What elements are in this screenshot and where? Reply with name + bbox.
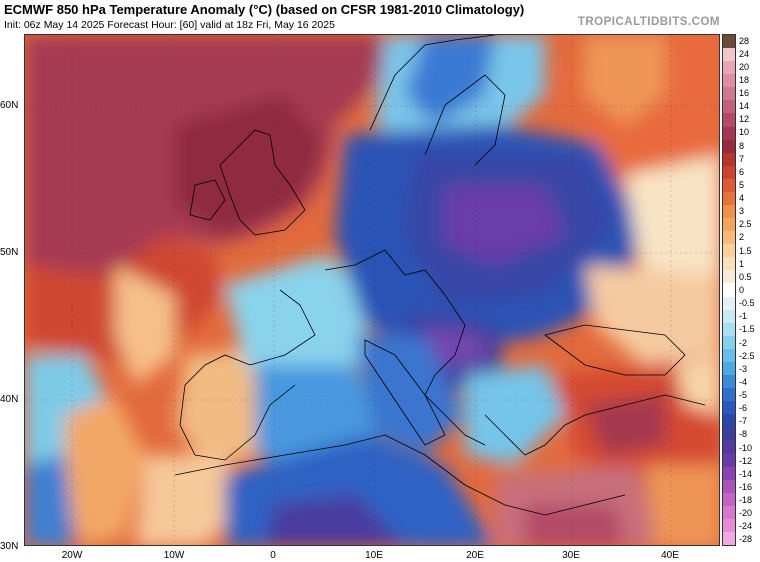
colorbar-swatch [723, 126, 735, 140]
brand-watermark[interactable]: TROPICALTIDBITS.COM [577, 16, 720, 28]
colorbar-swatch [723, 531, 735, 546]
colorbar-label: -18 [739, 495, 753, 506]
colorbar-swatch [723, 61, 735, 75]
colorbar-swatch [723, 322, 735, 336]
colorbar-label: 0.5 [739, 271, 752, 282]
lon-label-10w: 10W [163, 550, 185, 561]
lon-label-10e: 10E [365, 550, 383, 561]
colorbar-label: 7 [739, 153, 745, 164]
colorbar-swatch [723, 257, 735, 271]
colorbar-label: -7 [739, 416, 748, 427]
colorbar-swatch [723, 205, 735, 219]
lon-label-20e: 20E [466, 550, 484, 561]
colorbar-swatch [723, 453, 735, 467]
map-subtitle: Init: 06z May 14 2025 Forecast Hour: [60… [4, 19, 335, 31]
colorbar-label: -1.5 [739, 324, 755, 335]
colorbar-label: 10 [739, 127, 750, 138]
colorbar-swatch [723, 479, 735, 493]
colorbar-label: -12 [739, 455, 753, 466]
colorbar-label: -16 [739, 481, 753, 492]
colorbar-label: -5 [739, 390, 748, 401]
colorbar-swatch [723, 244, 735, 258]
colorbar-label: 18 [739, 74, 750, 85]
colorbar-swatch [723, 191, 735, 206]
anomaly-field [25, 35, 719, 545]
colorbar-swatch [723, 505, 735, 519]
colorbar-swatch [723, 270, 735, 284]
lat-label-60n: 60N [0, 100, 19, 111]
colorbar-label: -8 [739, 429, 748, 440]
colorbar-swatch [723, 335, 735, 349]
colorbar-swatch [723, 74, 735, 88]
colorbar-label: 3 [739, 206, 745, 217]
colorbar-label: -2 [739, 337, 748, 348]
colorbar-label: 12 [739, 114, 750, 125]
lat-label-40n: 40N [0, 394, 19, 405]
colorbar-swatch [723, 348, 735, 362]
colorbar-label: -28 [739, 534, 753, 545]
colorbar-label: 24 [739, 48, 750, 59]
colorbar-label: 0 [739, 285, 745, 295]
colorbar-label: 4 [739, 193, 745, 204]
colorbar-label: -20 [739, 508, 753, 519]
colorbar-swatch [723, 218, 735, 232]
colorbar [722, 34, 736, 546]
colorbar-label: -14 [739, 468, 753, 479]
colorbar-label: 1.5 [739, 245, 752, 256]
colorbar-swatch [723, 35, 735, 49]
colorbar-swatch [723, 492, 735, 506]
colorbar-swatch [723, 518, 735, 532]
colorbar-swatch [723, 231, 735, 245]
colorbar-label: 28 [739, 35, 750, 46]
graticule [25, 35, 719, 545]
colorbar-swatch [723, 165, 735, 179]
colorbar-label: -24 [739, 521, 753, 532]
colorbar-label: 1 [739, 258, 745, 269]
colorbar-swatch [723, 139, 735, 153]
lat-label-30n: 30N [0, 541, 19, 552]
colorbar-label: -0.5 [739, 298, 755, 309]
colorbar-label: -2.5 [739, 350, 755, 361]
coastlines [174, 35, 706, 516]
colorbar-swatch [723, 401, 735, 415]
colorbar-label: 5 [739, 179, 745, 190]
colorbar-label: 8 [739, 140, 745, 151]
lon-label-0: 0 [270, 550, 276, 561]
colorbar-swatch [723, 152, 735, 166]
colorbar-swatch [723, 388, 735, 402]
colorbar-label: 20 [739, 61, 750, 72]
colorbar-label: -4 [739, 376, 748, 387]
colorbar-swatch [723, 178, 735, 192]
anomaly-map [24, 34, 720, 546]
colorbar-label: 6 [739, 166, 745, 177]
colorbar-label: -10 [739, 442, 753, 453]
anomaly-blobs [25, 35, 719, 545]
colorbar-swatch [723, 361, 735, 376]
colorbar-label: 2 [739, 232, 745, 243]
colorbar-swatch [723, 87, 735, 101]
colorbar-swatch [723, 427, 735, 441]
colorbar-swatch [723, 296, 735, 310]
colorbar-swatch [723, 48, 735, 62]
colorbar-label: -3 [739, 363, 748, 374]
colorbar-swatch [723, 113, 735, 127]
colorbar-swatch [723, 375, 735, 389]
colorbar-label: 2.5 [739, 219, 752, 230]
map-title: ECMWF 850 hPa Temperature Anomaly (°C) (… [4, 2, 525, 17]
colorbar-swatch [723, 440, 735, 454]
colorbar-label: -1 [739, 311, 748, 322]
lon-label-20w: 20W [61, 550, 83, 561]
colorbar-swatch [723, 414, 735, 428]
lon-label-30e: 30E [562, 550, 580, 561]
colorbar-label: 14 [739, 101, 750, 112]
colorbar-swatch [723, 309, 735, 323]
colorbar-swatch [723, 283, 735, 297]
lon-label-40e: 40E [661, 550, 679, 561]
colorbar-label: 16 [739, 88, 750, 99]
colorbar-label: -6 [739, 403, 748, 414]
lat-label-50n: 50N [0, 247, 19, 258]
colorbar-swatch [723, 466, 735, 480]
colorbar-swatch [723, 100, 735, 114]
